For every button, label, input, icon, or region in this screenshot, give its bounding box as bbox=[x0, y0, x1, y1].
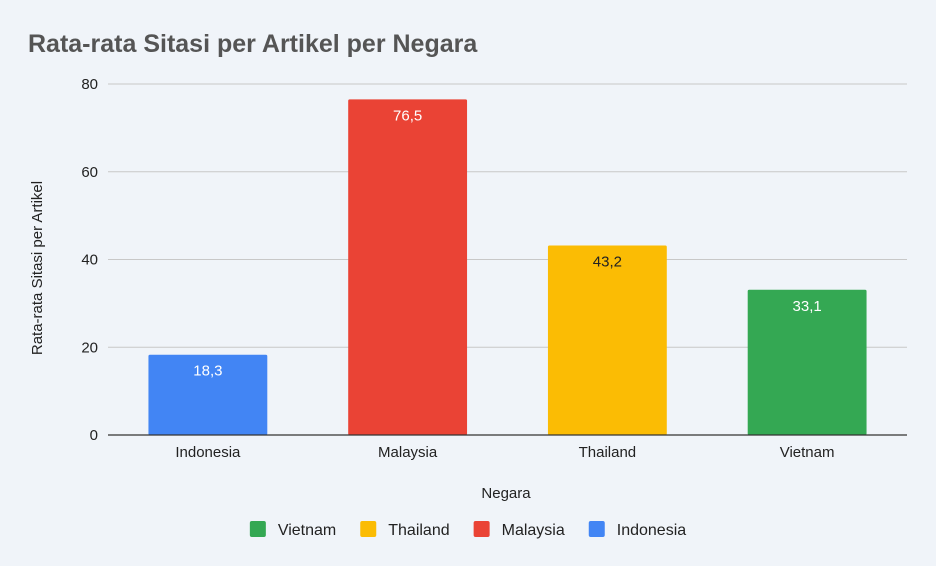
data-label-thailand: 43,2 bbox=[593, 253, 622, 270]
legend-label-indonesia: Indonesia bbox=[617, 522, 686, 539]
legend-swatch-indonesia bbox=[588, 521, 605, 537]
bar-indonesia bbox=[148, 354, 268, 435]
chart-title: Rata-rata Sitasi per Artikel per Negara bbox=[28, 30, 478, 58]
data-label-indonesia: 18,3 bbox=[193, 363, 222, 380]
legend-label-malaysia: Malaysia bbox=[502, 522, 565, 539]
bar-thailand bbox=[547, 245, 667, 435]
bar-malaysia bbox=[348, 99, 468, 435]
x-tick-label: Thailand bbox=[579, 444, 637, 461]
legend: Vietnam Thailand Malaysia Indonesia bbox=[249, 521, 686, 539]
x-tick-label: Indonesia bbox=[175, 444, 241, 461]
x-tick-label: Vietnam bbox=[780, 444, 835, 461]
y-tick-label: 60 bbox=[81, 164, 98, 181]
bar-vietnam bbox=[747, 289, 867, 435]
legend-label-vietnam: Vietnam bbox=[278, 522, 336, 539]
y-tick-label: 20 bbox=[81, 339, 98, 356]
x-axis-title: Negara bbox=[481, 485, 531, 502]
data-label-vietnam: 33,1 bbox=[793, 298, 822, 315]
legend-label-thailand: Thailand bbox=[388, 522, 449, 539]
y-tick-label: 0 bbox=[90, 427, 98, 444]
y-tick-label: 40 bbox=[81, 252, 98, 269]
legend-swatch-vietnam bbox=[249, 521, 266, 537]
data-labels: 18,3 76,5 43,2 33,1 bbox=[193, 107, 821, 379]
y-axis-title: Rata-rata Sitasi per Artikel bbox=[29, 181, 46, 355]
x-axis-ticks: Indonesia Malaysia Thailand Vietnam bbox=[175, 444, 834, 461]
data-label-malaysia: 76,5 bbox=[393, 107, 422, 124]
bars bbox=[148, 99, 867, 435]
legend-swatch-malaysia bbox=[473, 521, 490, 537]
legend-swatch-thailand bbox=[360, 521, 377, 537]
x-tick-label: Malaysia bbox=[378, 444, 438, 461]
y-tick-label: 80 bbox=[81, 76, 98, 93]
y-axis-ticks: 0 20 40 60 80 bbox=[81, 76, 98, 444]
